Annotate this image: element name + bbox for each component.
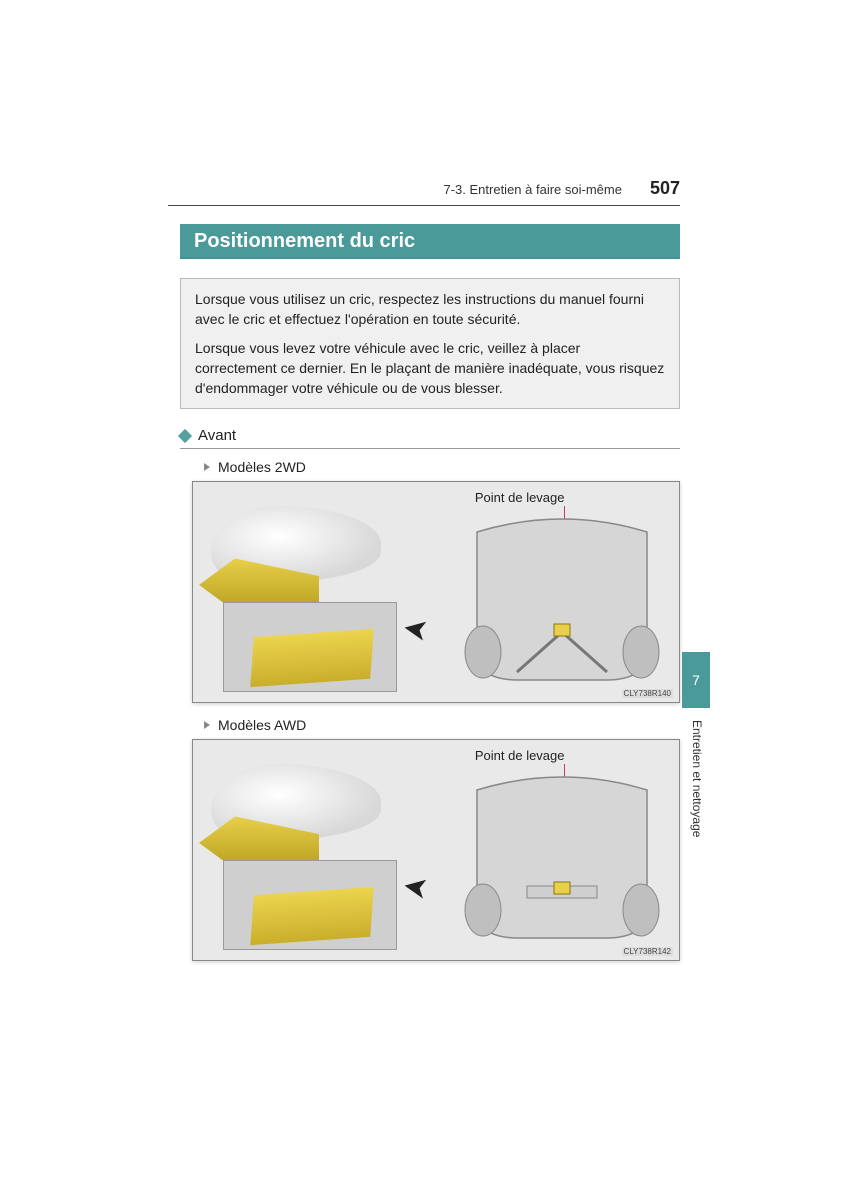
- intro-note-box: Lorsque vous utilisez un cric, respectez…: [180, 278, 680, 409]
- triangle-bullet-icon: [204, 463, 210, 471]
- sub-heading-label: Avant: [198, 427, 236, 444]
- jack-detail-inset: [223, 602, 397, 692]
- section-title: Positionnement du cric: [180, 224, 680, 262]
- chapter-label: Entretien et nettoyage: [690, 720, 704, 837]
- jack-detail-inset: [223, 860, 397, 950]
- jack-figure-2wd: Point de levage ➤ CLY738R140: [192, 481, 680, 703]
- diamond-bullet-icon: [178, 429, 192, 443]
- model-heading-2wd: Modèles 2WD: [204, 459, 680, 475]
- undercarriage-diagram: [457, 512, 667, 682]
- model-label: Modèles AWD: [218, 717, 306, 733]
- page-number: 507: [650, 178, 680, 199]
- jack-contact-highlight: [250, 887, 373, 945]
- undercarriage-diagram: [457, 770, 667, 940]
- jack-contact-highlight: [250, 629, 373, 687]
- sub-heading-avant: Avant: [180, 427, 680, 449]
- figure-code: CLY738R142: [622, 947, 673, 956]
- breadcrumb: 7-3. Entretien à faire soi-même: [443, 182, 621, 197]
- page-header: 7-3. Entretien à faire soi-même 507: [168, 178, 680, 206]
- jack-point-label: Point de levage: [475, 748, 565, 763]
- figure-code: CLY738R140: [622, 689, 673, 698]
- enlarge-arrow-icon: ➤: [400, 611, 431, 650]
- model-heading-awd: Modèles AWD: [204, 717, 680, 733]
- chapter-number: 7: [692, 672, 700, 688]
- jack-point-label: Point de levage: [475, 490, 565, 505]
- intro-paragraph: Lorsque vous utilisez un cric, respectez…: [195, 289, 665, 330]
- chapter-tab: 7: [682, 652, 710, 708]
- intro-paragraph: Lorsque vous levez votre véhicule avec l…: [195, 338, 665, 399]
- model-label: Modèles 2WD: [218, 459, 306, 475]
- enlarge-arrow-icon: ➤: [400, 869, 431, 908]
- jack-figure-awd: Point de levage ➤ CLY738R142: [192, 739, 680, 961]
- manual-page: 7-3. Entretien à faire soi-même 507 Posi…: [168, 178, 680, 975]
- triangle-bullet-icon: [204, 721, 210, 729]
